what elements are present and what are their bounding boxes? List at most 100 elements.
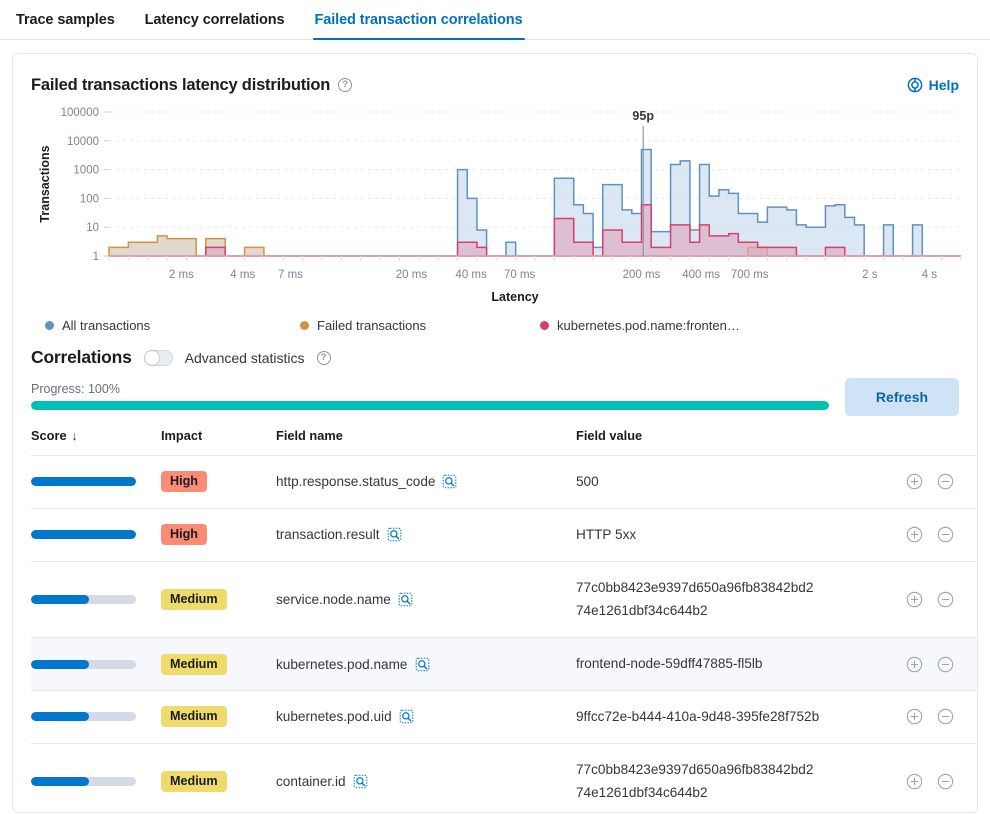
svg-text:95p: 95p: [632, 109, 654, 123]
svg-text:400 ms: 400 ms: [682, 269, 720, 281]
circle-minus-icon[interactable]: [937, 708, 954, 725]
magnify-inspect-icon[interactable]: [353, 774, 368, 789]
tab-latency-correlations[interactable]: Latency correlations: [143, 12, 287, 39]
circle-plus-icon[interactable]: [906, 773, 923, 790]
table-row[interactable]: Medium service.node.name 77c0bb8423e9397d6…: [31, 561, 977, 639]
impact-badge: Medium: [161, 653, 227, 675]
magnify-inspect-icon[interactable]: [399, 709, 414, 724]
cell-score: [31, 637, 161, 691]
cell-score: [31, 455, 161, 509]
correlations-table: Score ↓ Impact Field name Field value Hig…: [31, 422, 977, 812]
column-header-field-name[interactable]: Field name: [276, 422, 576, 456]
svg-text:2 ms: 2 ms: [169, 269, 194, 281]
question-circle-icon[interactable]: ?: [338, 78, 353, 92]
progress-label: Progress: 100%: [31, 382, 120, 396]
table-row[interactable]: High http.response.status_code 500: [31, 455, 977, 509]
legend-item-all-transactions[interactable]: All transactions: [45, 318, 300, 333]
magnify-inspect-icon[interactable]: [442, 474, 457, 489]
magnify-inspect-icon[interactable]: [398, 592, 413, 607]
tab-label: Latency correlations: [144, 12, 285, 28]
svg-text:700 ms: 700 ms: [731, 269, 769, 281]
score-bar-fill: [31, 712, 89, 722]
svg-text:7 ms: 7 ms: [278, 269, 303, 281]
legend-color-dot: [300, 321, 309, 330]
column-label: Score: [31, 428, 67, 443]
column-header-impact[interactable]: Impact: [161, 422, 276, 456]
legend-item-kubernetes-pod-name[interactable]: kubernetes.pod.name:fronten…: [540, 318, 740, 333]
field-value-text: frontend-node-59dff47885-fl5lb: [576, 656, 763, 672]
progress-row: Progress: 100% Refresh: [31, 378, 959, 416]
cell-impact: Medium: [161, 743, 276, 812]
circle-plus-icon[interactable]: [906, 656, 923, 673]
circle-plus-icon[interactable]: [906, 526, 923, 543]
refresh-button[interactable]: Refresh: [845, 378, 959, 416]
cell-actions: [906, 690, 977, 744]
cell-actions: [906, 508, 977, 562]
circle-plus-icon[interactable]: [906, 708, 923, 725]
correlations-title: Correlations: [31, 347, 132, 367]
help-link[interactable]: Help: [907, 77, 959, 93]
svg-text:70 ms: 70 ms: [504, 269, 536, 281]
score-bar: [31, 712, 136, 722]
score-bar: [31, 477, 136, 487]
circle-minus-icon[interactable]: [937, 656, 954, 673]
field-value-text: 77c0bb8423e9397d650a96fb83842bd2 74e1261d…: [576, 761, 814, 801]
table-row[interactable]: Medium kubernetes.pod.uid 9ffcc72e-b444-41…: [31, 690, 977, 744]
table-row[interactable]: Medium kubernetes.pod.name frontend-node-5…: [31, 637, 977, 691]
tab-bar: Trace samples Latency correlations Faile…: [0, 0, 990, 40]
circle-minus-icon[interactable]: [937, 473, 954, 490]
score-bar: [31, 659, 136, 669]
impact-badge: Medium: [161, 770, 227, 792]
magnify-inspect-icon[interactable]: [415, 657, 430, 672]
advanced-statistics-toggle[interactable]: [143, 349, 173, 366]
svg-text:Latency: Latency: [491, 290, 538, 304]
cell-actions: [906, 637, 977, 691]
magnify-inspect-icon[interactable]: [387, 527, 402, 542]
latency-distribution-chart[interactable]: 1 10 100 1000 10000 100000 Transactions 2 ms 4 m…: [31, 104, 962, 314]
cell-field-name: kubernetes.pod.name: [276, 637, 576, 691]
field-name-text: http.response.status_code: [276, 474, 436, 490]
legend-item-failed-transactions[interactable]: Failed transactions: [300, 318, 540, 333]
tab-trace-samples[interactable]: Trace samples: [14, 12, 117, 39]
impact-badge: High: [161, 471, 207, 493]
svg-text:100: 100: [80, 193, 99, 205]
cell-impact: High: [161, 455, 276, 509]
svg-text:1: 1: [93, 251, 99, 263]
impact-badge: Medium: [161, 588, 227, 610]
legend-label: All transactions: [62, 318, 151, 333]
question-circle-icon[interactable]: ?: [316, 350, 331, 365]
score-bar-fill: [31, 776, 89, 786]
field-name-text: transaction.result: [276, 527, 380, 543]
circle-minus-icon[interactable]: [937, 773, 954, 790]
circle-minus-icon[interactable]: [937, 591, 954, 608]
chart-header: Failed transactions latency distribution…: [31, 72, 959, 98]
field-value-text: 500: [576, 474, 599, 489]
help-circle-icon: [907, 77, 923, 93]
field-value-text: 9ffcc72e-b444-410a-9d48-395fe28f752b: [576, 708, 820, 724]
chart-title: Failed transactions latency distribution: [31, 75, 331, 94]
score-bar: [31, 530, 136, 540]
column-header-score[interactable]: Score ↓: [31, 422, 161, 456]
svg-text:10: 10: [86, 222, 99, 234]
circle-minus-icon[interactable]: [937, 526, 954, 543]
cell-field-name: kubernetes.pod.uid: [276, 690, 576, 744]
chart-svg: 1 10 100 1000 10000 100000 Transactions 2 ms 4 m…: [38, 107, 962, 304]
sort-descending-icon: ↓: [71, 429, 78, 443]
score-bar-fill: [31, 659, 89, 669]
cell-field-value: HTTP 5xx: [576, 508, 906, 562]
toggle-knob: [144, 350, 159, 365]
column-header-field-value[interactable]: Field value: [576, 422, 906, 456]
legend-color-dot: [45, 321, 54, 330]
legend-color-dot: [540, 321, 549, 330]
field-name-text: kubernetes.pod.uid: [276, 709, 392, 725]
table-row[interactable]: High transaction.result HTTP 5xx: [31, 508, 977, 562]
svg-text:Transactions: Transactions: [38, 145, 52, 222]
cell-actions: [906, 743, 977, 812]
circle-plus-icon[interactable]: [906, 591, 923, 608]
field-value-text: HTTP 5xx: [576, 526, 637, 542]
cell-field-value: 500: [576, 455, 906, 509]
table-row[interactable]: Medium container.id 77c0bb8423e9397d650a96…: [31, 743, 977, 812]
circle-plus-icon[interactable]: [906, 473, 923, 490]
tab-failed-transaction-correlations[interactable]: Failed transaction correlations: [312, 12, 525, 40]
column-label: Impact: [161, 428, 203, 443]
